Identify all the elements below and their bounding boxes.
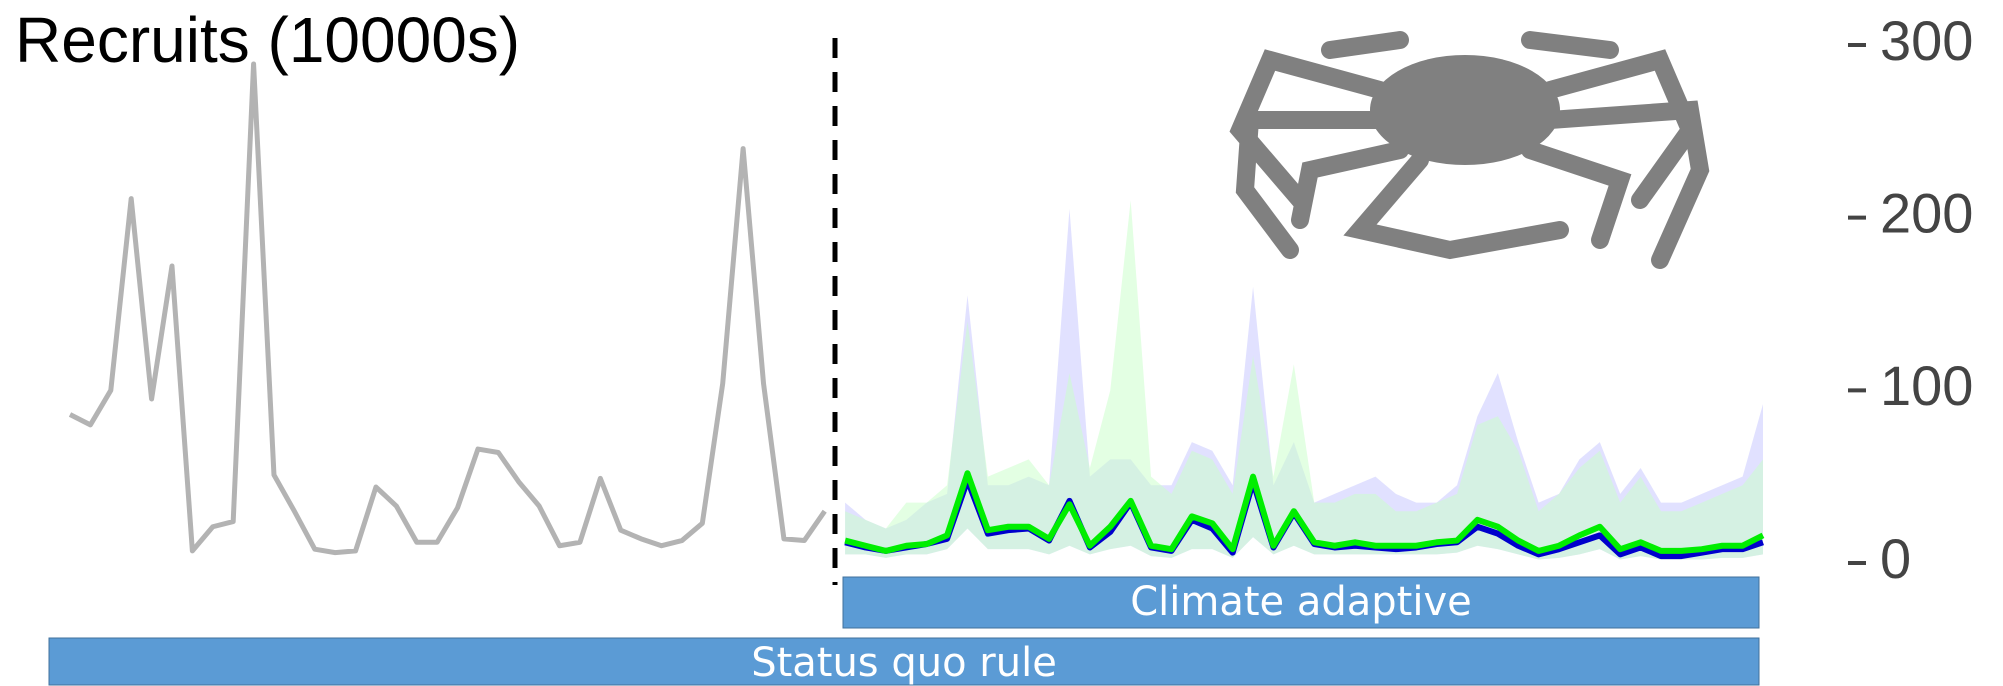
annotation-band xyxy=(48,637,1760,686)
y-tick-label: 100 xyxy=(1880,354,1973,417)
ribbon xyxy=(845,200,1763,560)
series-line xyxy=(68,61,827,556)
y-tick-label: 200 xyxy=(1880,181,1973,244)
y-tick-label: 300 xyxy=(1880,9,1973,72)
series-line xyxy=(844,470,1765,554)
crab-icon xyxy=(1229,31,1710,269)
annotation-band xyxy=(842,576,1760,629)
chart-title: Recruits (10000s) xyxy=(15,4,520,76)
annotation: Status quo rule xyxy=(751,640,1057,686)
y-tick-label: 0 xyxy=(1880,527,1911,590)
annotation: Climate adaptive xyxy=(1130,579,1472,625)
